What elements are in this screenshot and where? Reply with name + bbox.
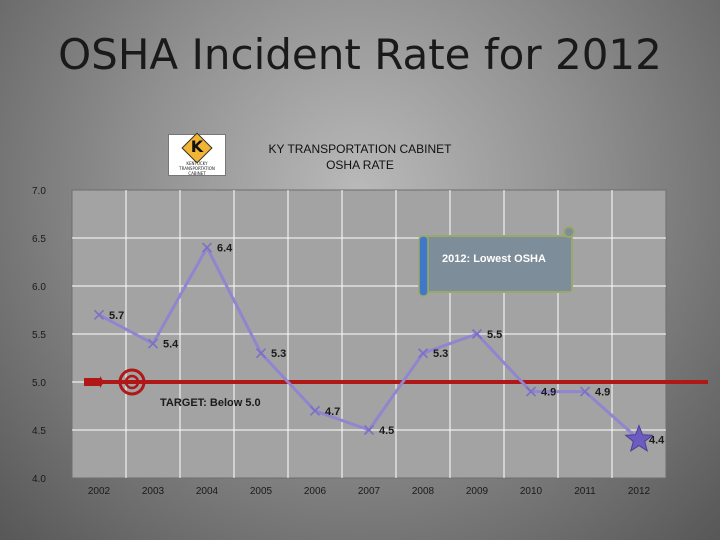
x-tick-label: 2010 [520, 486, 543, 497]
data-point-marker [417, 348, 429, 359]
chart-title-line-1: KY TRANSPORTATION CABINET [268, 142, 452, 156]
data-label: 4.4 [649, 435, 665, 447]
target-label: TARGET: Below 5.0 [160, 397, 261, 409]
data-point-marker [201, 242, 213, 253]
target-ring-outer [118, 368, 146, 396]
logo-text: KENTUCKY TRANSPORTATION CABINET [179, 161, 215, 176]
data-point-markers [93, 242, 654, 453]
target-bullseye [130, 380, 134, 384]
target-ring-inner [124, 374, 140, 390]
x-tick-label: 2005 [250, 486, 273, 497]
data-label: 5.5 [487, 329, 502, 341]
y-tick-label: 5.0 [32, 378, 46, 389]
callout-scroll: 2012: Lowest OSHA [418, 226, 575, 297]
x-tick-label: 2004 [196, 486, 219, 497]
chart-title: KY TRANSPORTATION CABINET OSHA RATE [210, 141, 510, 173]
data-point-marker [255, 348, 267, 359]
x-axis-tick-labels: 2002 2003 2004 2005 2006 2007 2008 2009 2010 2011… [88, 486, 651, 497]
data-point-star-marker [624, 424, 654, 453]
marker-stroke [525, 386, 537, 397]
data-label: 4.9 [595, 387, 610, 399]
marker-stroke [147, 338, 159, 349]
y-tick-label: 6.5 [32, 234, 46, 245]
target-arrow-head [100, 376, 104, 388]
marker-stroke [417, 348, 429, 359]
marker-stroke [309, 405, 321, 416]
kytc-logo: K KENTUCKY TRANSPORTATION CABINET [168, 132, 226, 176]
marker-stroke [471, 328, 483, 340]
marker-stroke [363, 424, 375, 436]
data-point-marker [309, 405, 321, 416]
y-tick-label: 7.0 [32, 186, 46, 197]
y-tick-label: 6.0 [32, 282, 46, 293]
data-label: 5.3 [433, 348, 448, 360]
data-point-marker [147, 338, 159, 349]
data-label: 5.7 [109, 310, 124, 322]
data-label: 6.4 [217, 243, 233, 255]
x-tick-label: 2009 [466, 486, 489, 497]
x-tick-label: 2007 [358, 486, 381, 497]
logo-letter: K [190, 137, 204, 156]
x-tick-label: 2002 [88, 486, 111, 497]
y-tick-label: 4.0 [32, 474, 46, 485]
data-label: 4.9 [541, 387, 556, 399]
marker-stroke [255, 348, 267, 359]
x-tick-label: 2012 [628, 486, 651, 497]
y-axis-tick-labels: 4.0 4.5 5.0 5.5 6.0 6.5 7.0 [32, 186, 46, 485]
y-tick-label: 5.5 [32, 330, 46, 341]
x-tick-label: 2006 [304, 486, 327, 497]
chart-title-line-2: OSHA RATE [326, 158, 394, 172]
callout-roll-left [418, 235, 429, 297]
marker-stroke [579, 386, 591, 397]
x-tick-label: 2011 [574, 486, 596, 497]
y-tick-label: 4.5 [32, 426, 46, 437]
slide-title: OSHA Incident Rate for 2012 [58, 30, 662, 79]
x-tick-label: 2008 [412, 486, 435, 497]
data-point-marker [471, 328, 483, 340]
data-point-marker [525, 386, 537, 397]
callout-text: 2012: Lowest OSHA [442, 253, 546, 265]
data-point-marker [93, 309, 105, 320]
marker-stroke [201, 242, 213, 253]
data-label: 5.3 [271, 348, 286, 360]
data-labels: 5.7 5.4 6.4 5.3 4.7 4.5 5.3 5.5 4.9 4.9 4.4 [109, 243, 665, 447]
x-tick-label: 2003 [142, 486, 165, 497]
target-icon [84, 368, 146, 396]
data-label: 4.5 [379, 425, 394, 437]
marker-stroke [93, 309, 105, 320]
data-point-marker [579, 386, 591, 397]
data-point-marker [363, 424, 375, 436]
data-label: 4.7 [325, 406, 340, 418]
callout-roll-top [563, 226, 575, 238]
target-arrow-shaft [84, 378, 100, 386]
data-label: 5.4 [163, 339, 179, 351]
